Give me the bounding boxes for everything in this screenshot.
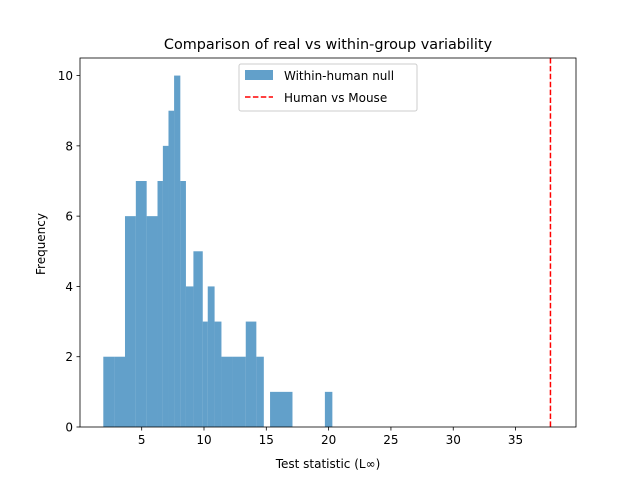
histogram-bar (214, 321, 222, 427)
histogram-bar (103, 356, 115, 427)
histogram-bar (135, 181, 147, 427)
histogram-bar (324, 391, 333, 427)
legend-reference-label: Human vs Mouse (284, 91, 387, 105)
y-tick-label: 2 (65, 350, 73, 364)
axes-frame (79, 57, 577, 428)
histogram-bars (103, 75, 333, 428)
x-tick-label: 15 (259, 433, 274, 447)
histogram-bar (146, 216, 158, 427)
histogram-bar (174, 75, 181, 428)
legend-histogram-swatch (245, 70, 273, 80)
histogram-bar (162, 145, 169, 427)
x-tick-label: 5 (138, 433, 146, 447)
y-tick-label: 4 (65, 280, 73, 294)
y-tick-label: 10 (58, 69, 73, 83)
histogram-bar (114, 356, 125, 427)
y-tick-label: 0 (65, 421, 73, 435)
x-tick-label: 20 (321, 433, 336, 447)
y-axis-ticks: 0 2 4 6 8 10 (58, 69, 80, 435)
histogram-bar (245, 321, 257, 427)
histogram-bar (207, 286, 215, 427)
histogram-bar (256, 356, 264, 427)
y-axis-label: Frequency (34, 213, 48, 275)
x-axis-ticks: 5 10 15 20 25 30 35 (138, 427, 523, 447)
histogram-bar (193, 251, 203, 427)
chart-title: Comparison of real vs within-group varia… (164, 37, 493, 53)
y-tick-label: 8 (65, 139, 73, 153)
histogram-bar (157, 181, 163, 427)
histogram-bar (168, 110, 175, 427)
plot-area: 5 10 15 20 25 30 35 0 2 4 6 8 10 (58, 57, 577, 447)
histogram-bar (185, 286, 194, 427)
x-axis-label: Test statistic (L∞) (275, 457, 381, 471)
x-tick-label: 10 (196, 433, 211, 447)
legend: Within-human null Human vs Mouse (238, 63, 418, 112)
legend-histogram-label: Within-human null (284, 69, 394, 83)
x-tick-label: 30 (446, 433, 461, 447)
histogram-bar (221, 356, 233, 427)
legend-box (238, 63, 418, 112)
histogram-bar (180, 181, 186, 427)
x-tick-label: 35 (508, 433, 523, 447)
histogram-bar (232, 356, 246, 427)
y-tick-label: 6 (65, 210, 73, 224)
histogram-bar (270, 391, 293, 427)
x-tick-label: 25 (383, 433, 398, 447)
histogram-bar (124, 216, 136, 427)
histogram-bar (202, 321, 208, 427)
